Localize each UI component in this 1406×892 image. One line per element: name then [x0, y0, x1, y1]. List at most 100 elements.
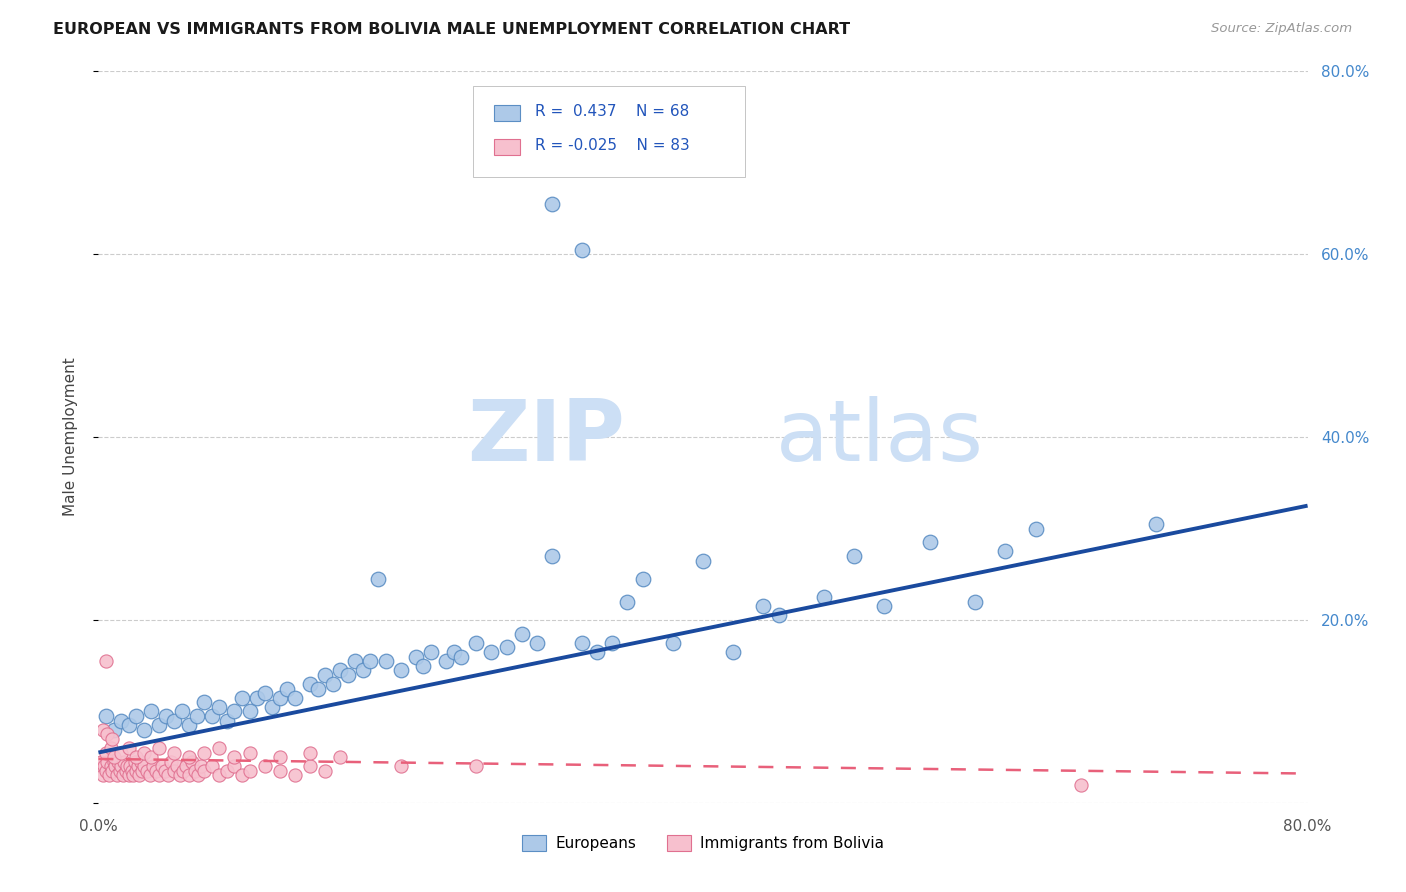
Point [752, 599, 775, 614]
Point [94, 764, 117, 778]
Text: R = -0.025    N = 83: R = -0.025 N = 83 [534, 137, 690, 153]
Point [186, 709, 208, 723]
Point [420, 645, 443, 659]
Point [94, 746, 117, 760]
Point [110, 759, 132, 773]
Point [107, 755, 129, 769]
Point [184, 764, 207, 778]
Point [307, 681, 329, 696]
Point [208, 740, 231, 755]
Text: ZIP: ZIP [467, 395, 624, 479]
Point [231, 768, 253, 782]
Point [208, 768, 231, 782]
Point [111, 768, 134, 782]
Point [239, 705, 262, 719]
Text: atlas: atlas [776, 395, 984, 479]
Point [215, 764, 238, 778]
Point [571, 636, 593, 650]
Point [336, 667, 359, 681]
Point [434, 654, 457, 668]
Point [110, 746, 132, 760]
Point [602, 636, 624, 650]
Legend: Europeans, Immigrants from Bolivia: Europeans, Immigrants from Bolivia [516, 829, 890, 857]
Point [918, 535, 941, 549]
Point [329, 750, 352, 764]
Point [450, 649, 472, 664]
Point [374, 654, 396, 668]
Point [299, 759, 322, 773]
Point [510, 626, 533, 640]
Point [723, 645, 745, 659]
Point [122, 768, 145, 782]
Point [692, 553, 714, 567]
Point [155, 709, 177, 723]
Point [153, 764, 176, 778]
Point [128, 768, 150, 782]
Point [105, 768, 128, 782]
Point [156, 768, 179, 782]
Point [129, 755, 152, 769]
Point [160, 755, 183, 769]
Point [253, 759, 276, 773]
Point [101, 764, 124, 778]
Point [540, 549, 562, 563]
Point [1070, 778, 1092, 792]
Point [193, 764, 215, 778]
Point [344, 654, 367, 668]
Point [193, 695, 215, 709]
Point [96, 755, 118, 769]
Point [314, 764, 336, 778]
Point [1144, 516, 1167, 531]
Point [121, 764, 143, 778]
Y-axis label: Male Unemployment: Male Unemployment [63, 358, 77, 516]
Point [224, 750, 246, 764]
Point [145, 764, 167, 778]
Point [526, 636, 548, 650]
Point [201, 709, 224, 723]
Point [125, 709, 148, 723]
Point [94, 709, 117, 723]
Point [322, 677, 344, 691]
Point [125, 750, 148, 764]
Point [571, 243, 593, 257]
Point [813, 590, 835, 604]
Point [100, 759, 122, 773]
Point [269, 750, 291, 764]
Point [172, 764, 194, 778]
Point [253, 686, 276, 700]
Point [103, 750, 125, 764]
Point [127, 759, 149, 773]
FancyBboxPatch shape [474, 86, 745, 178]
Point [616, 594, 638, 608]
Point [284, 690, 307, 705]
Point [239, 746, 262, 760]
Point [115, 759, 138, 773]
Point [163, 764, 186, 778]
Point [661, 636, 683, 650]
Point [120, 759, 142, 773]
Point [193, 746, 215, 760]
Point [169, 768, 191, 782]
Point [389, 759, 412, 773]
Point [246, 690, 269, 705]
Point [110, 714, 132, 728]
Point [125, 764, 148, 778]
Point [994, 544, 1017, 558]
Point [148, 740, 170, 755]
Point [262, 699, 284, 714]
Point [118, 740, 141, 755]
Text: EUROPEAN VS IMMIGRANTS FROM BOLIVIA MALE UNEMPLOYMENT CORRELATION CHART: EUROPEAN VS IMMIGRANTS FROM BOLIVIA MALE… [53, 22, 851, 37]
Point [299, 677, 322, 691]
Point [269, 690, 291, 705]
Point [481, 645, 503, 659]
Point [269, 764, 291, 778]
Point [231, 690, 253, 705]
Point [132, 746, 155, 760]
Text: Source: ZipAtlas.com: Source: ZipAtlas.com [1212, 22, 1353, 36]
Point [190, 759, 212, 773]
Point [131, 764, 153, 778]
Point [104, 759, 127, 773]
Point [465, 636, 488, 650]
Point [412, 658, 434, 673]
Point [389, 663, 412, 677]
